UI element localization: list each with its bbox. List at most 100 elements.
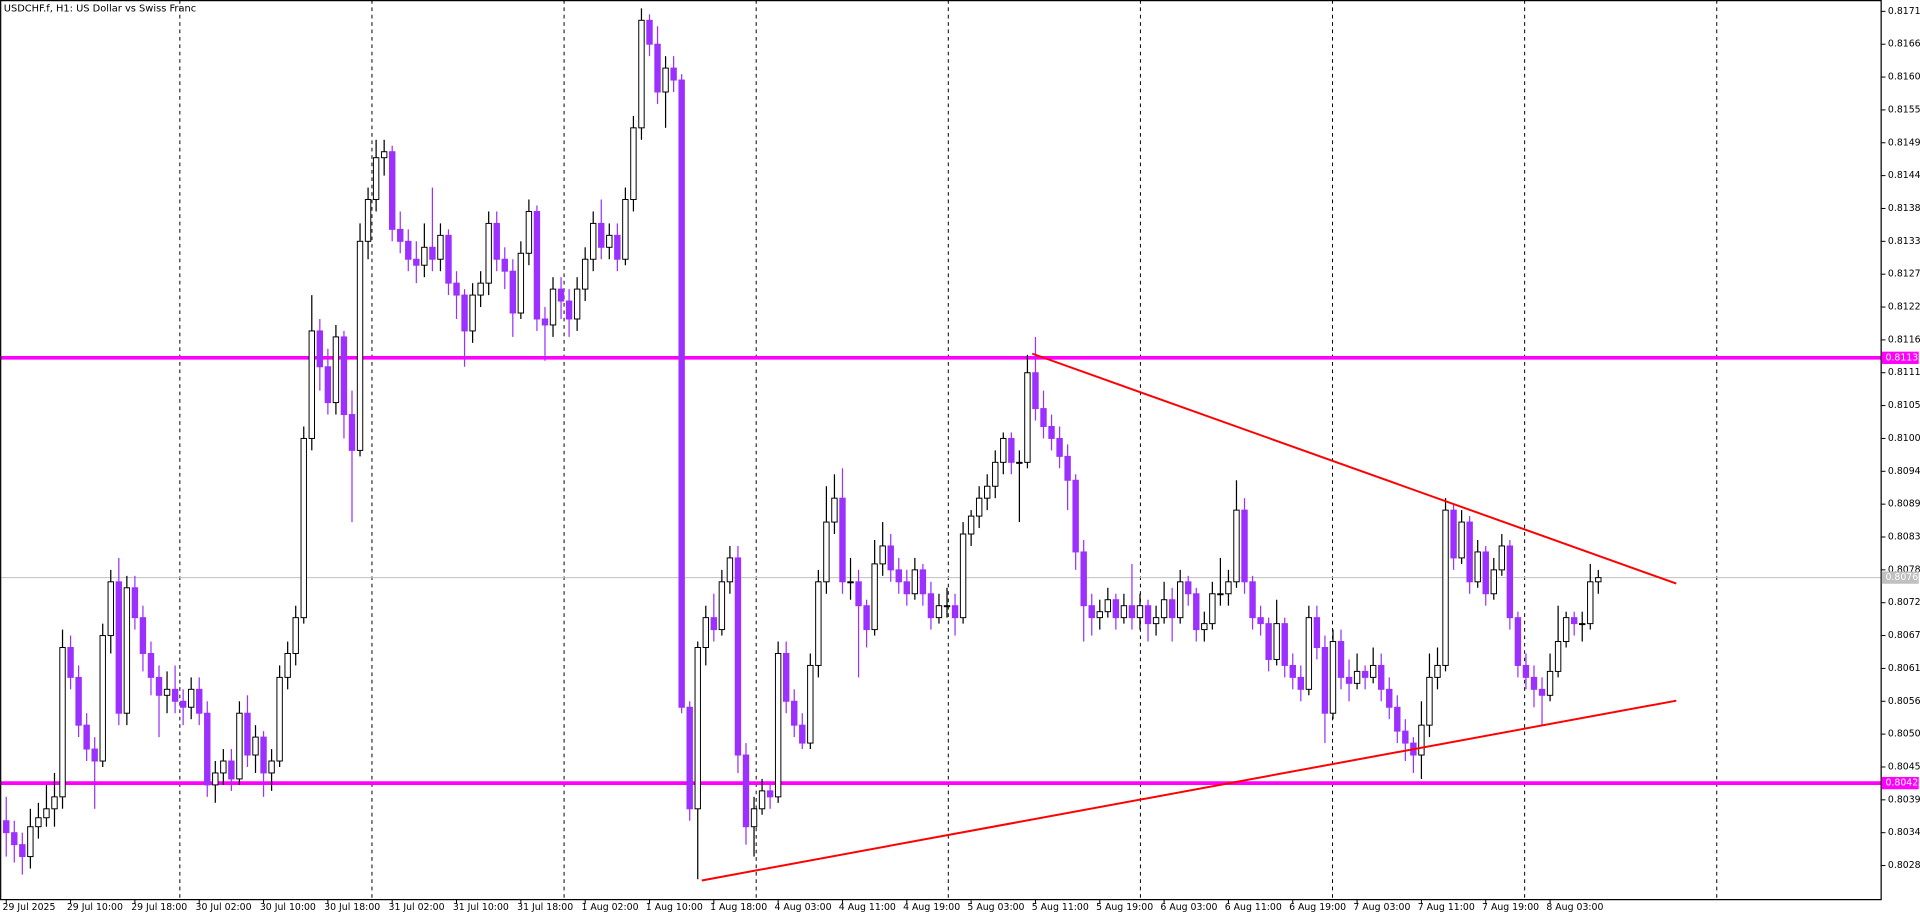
x-tick-label: 1 Aug 10:00 [646, 902, 703, 913]
candle-body [453, 282, 460, 296]
candle-body [750, 808, 758, 828]
candle-body [919, 569, 927, 595]
candle-body [268, 760, 275, 774]
candle-body [445, 234, 452, 284]
candle-body [1136, 605, 1144, 619]
plot-frame [0, 0, 1882, 901]
candle-body [943, 605, 951, 608]
current-price-label: 0.80767 [1885, 572, 1920, 583]
candle-body [1458, 521, 1465, 559]
x-tick-label: 4 Aug 11:00 [839, 902, 896, 913]
candle-body [187, 688, 195, 708]
price-level-tag [1881, 351, 1919, 364]
candle-body [525, 210, 533, 254]
candle-body [485, 222, 492, 284]
candle-body [1056, 437, 1063, 457]
candle-body [1506, 545, 1514, 619]
candle-body [614, 234, 621, 260]
candle-body [163, 688, 171, 696]
candle-body [300, 437, 307, 619]
x-tick-label: 6 Aug 03:00 [1160, 902, 1217, 913]
candle-body [1361, 670, 1369, 678]
x-tick-label: 1 Aug 18:00 [710, 902, 767, 913]
candle-body [356, 240, 364, 451]
candle-body [887, 545, 894, 571]
candle-body [911, 569, 919, 595]
candle-body [1257, 617, 1264, 625]
candle-body [67, 647, 74, 678]
candle-body [3, 820, 10, 834]
y-tick-label: 0.81440 [1888, 170, 1920, 181]
candle-body [959, 533, 967, 619]
candle-body [324, 366, 332, 404]
x-tick-label: 5 Aug 19:00 [1096, 902, 1153, 913]
candle-body [1217, 593, 1224, 596]
candle-body [1201, 623, 1208, 631]
candle-body [1160, 599, 1168, 619]
candle-body [1450, 509, 1457, 559]
candle-body [1514, 617, 1522, 666]
candle-body [1088, 605, 1095, 619]
y-tick-label: 0.80725 [1888, 597, 1920, 608]
candle-body [871, 563, 878, 631]
candle-body [91, 748, 98, 762]
candle-body [1209, 593, 1216, 625]
candle-body [992, 461, 999, 487]
candle-body [372, 157, 380, 201]
price-level-label: 0.80423 [1885, 778, 1920, 789]
x-tick-label: 31 Jul 02:00 [389, 902, 445, 913]
candle-body [83, 724, 90, 750]
candle-body [316, 330, 324, 368]
candle-layer [3, 8, 1602, 880]
candle-body [501, 258, 508, 272]
y-tick-label: 0.81660 [1888, 39, 1920, 50]
candle-body [935, 605, 943, 619]
candle-body [429, 246, 436, 260]
y-tick-label: 0.80395 [1888, 794, 1920, 805]
candle-body [606, 234, 613, 248]
candle-body [421, 246, 428, 266]
candle-body [638, 19, 645, 129]
candle-body [107, 581, 114, 637]
candle-body [19, 844, 26, 858]
y-tick-label: 0.81605 [1888, 72, 1920, 83]
x-tick-label: 29 Jul 18:00 [131, 902, 187, 913]
candle-body [212, 772, 219, 786]
candle-body [1249, 581, 1256, 619]
candle-body [774, 652, 782, 798]
current-price-tag [1881, 571, 1919, 584]
candle-body [1072, 479, 1079, 553]
y-tick-label: 0.81055 [1888, 400, 1920, 411]
candle-body [139, 617, 147, 654]
x-tick-label: 1 Aug 02:00 [581, 902, 638, 913]
x-tick-label: 31 Jul 10:00 [453, 902, 509, 913]
candle-body [1024, 372, 1031, 463]
candle-body [27, 826, 34, 858]
candle-body [131, 587, 139, 619]
y-tick-label: 0.80780 [1888, 564, 1920, 575]
candle-body [236, 712, 243, 780]
candle-body [405, 240, 412, 260]
candle-body [581, 258, 589, 290]
y-tick-label: 0.81220 [1888, 302, 1920, 313]
candle-body [807, 664, 814, 744]
x-tick-label: 5 Aug 03:00 [967, 902, 1024, 913]
candle-body [670, 67, 677, 81]
candle-body [292, 617, 299, 654]
candle-body [541, 318, 549, 326]
candle-body [791, 700, 798, 726]
candle-body [1329, 641, 1337, 714]
candle-body [823, 521, 830, 583]
candle-body [196, 688, 203, 714]
trendline [701, 699, 1677, 882]
candle-body [678, 79, 685, 708]
candle-body [308, 330, 315, 439]
candle-body [1434, 664, 1441, 678]
x-tick-label: 7 Aug 11:00 [1418, 902, 1475, 913]
candle-body [855, 581, 862, 607]
candle-body [276, 676, 283, 762]
candle-body [469, 294, 476, 332]
candle-body [1144, 605, 1152, 625]
